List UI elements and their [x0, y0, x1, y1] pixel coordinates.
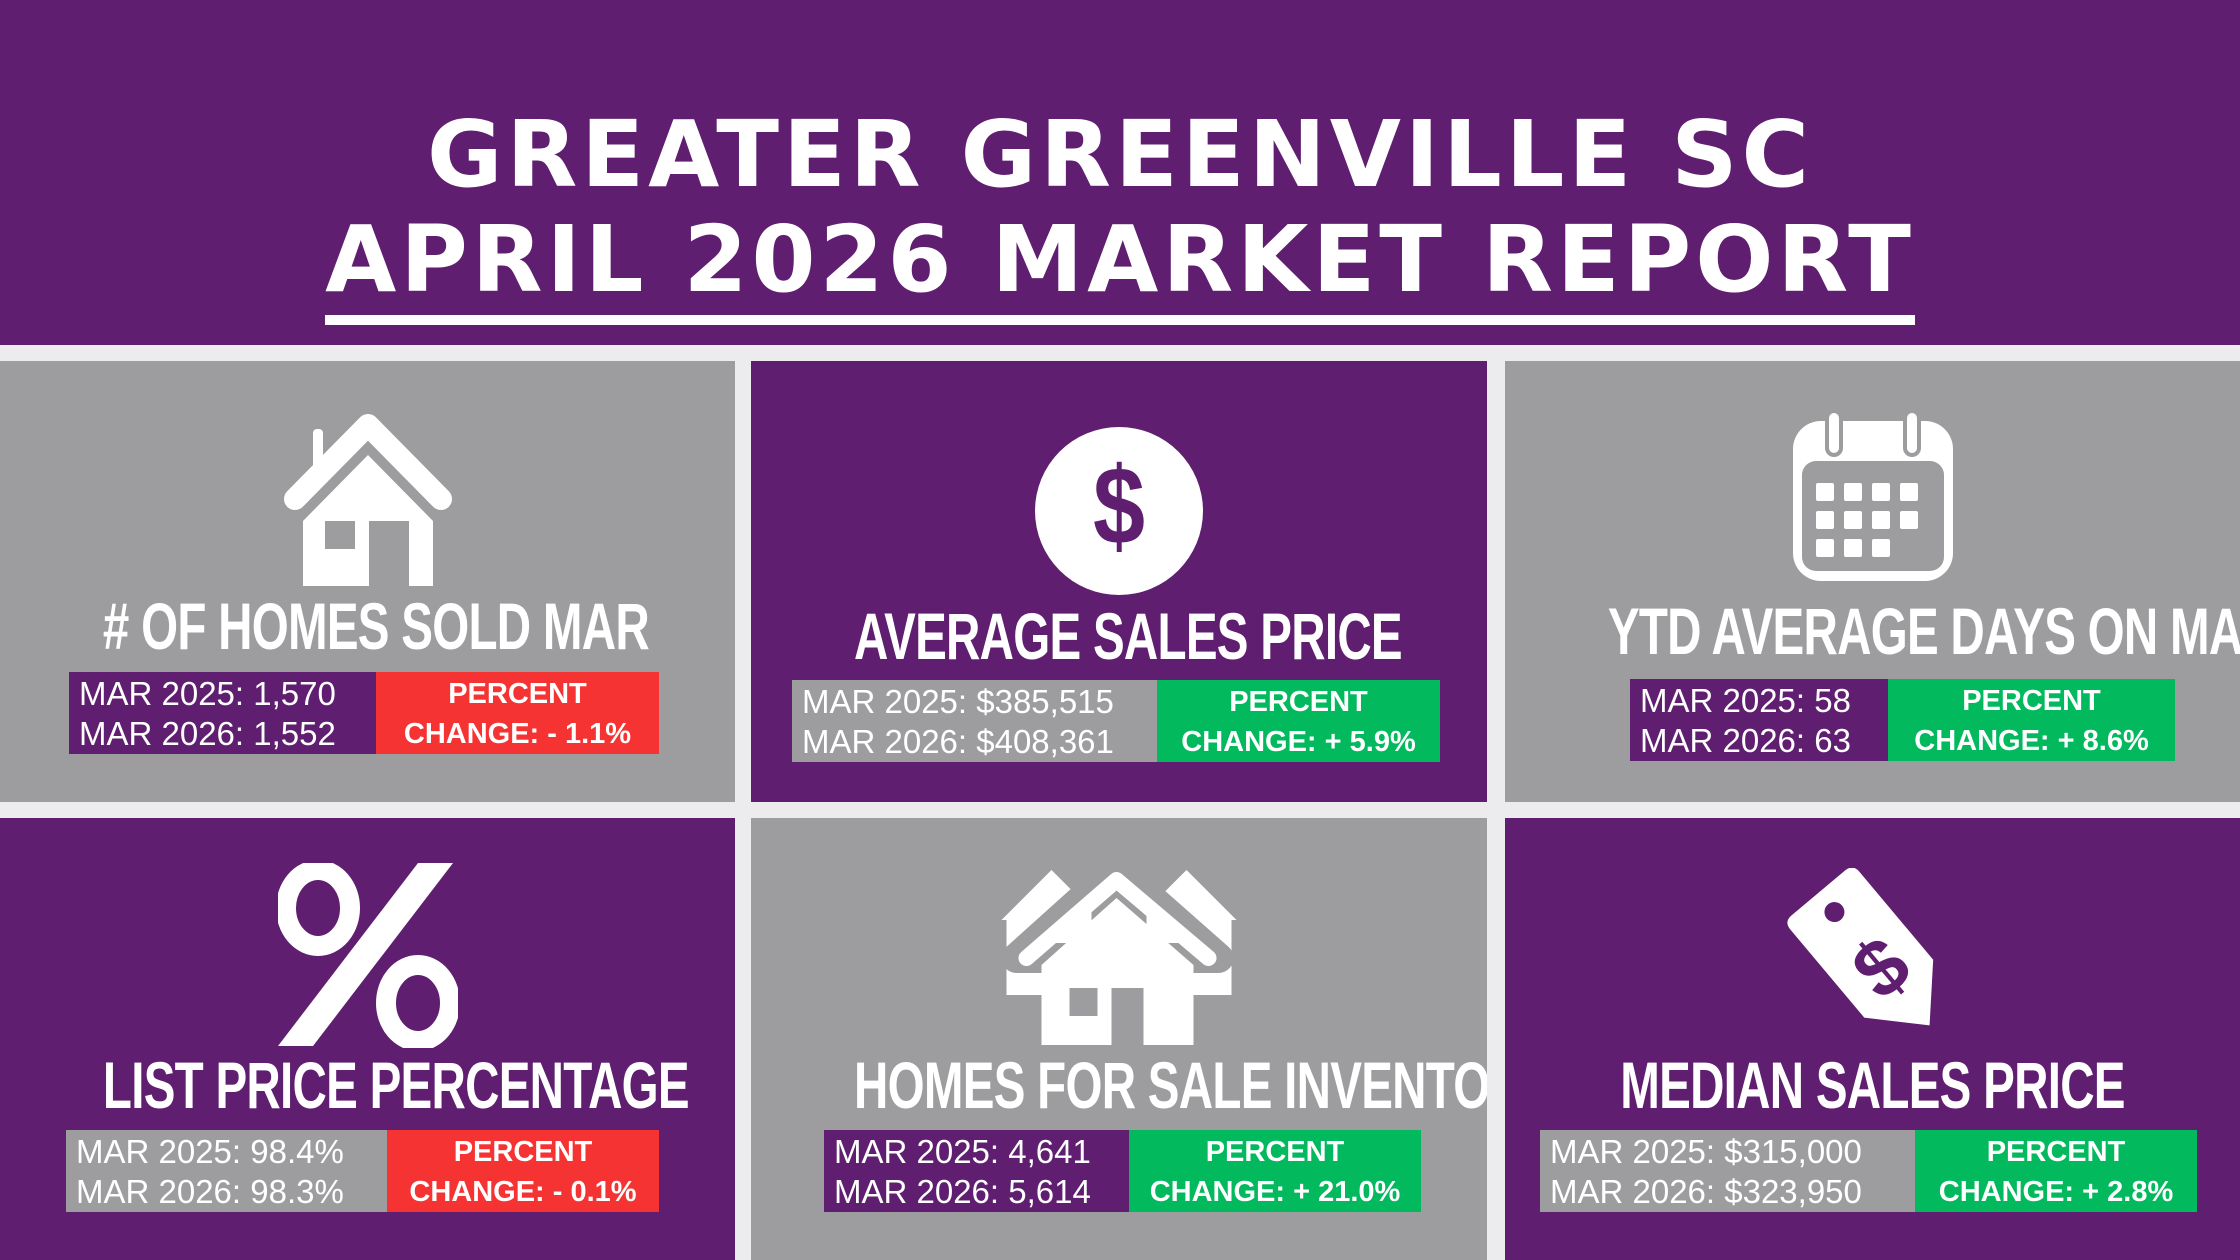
report-title-line1: GREATER GREENVILLE SC — [426, 101, 1814, 208]
stat-box: MAR 2025: 58 MAR 2026: 63 PERCENT CHANGE… — [1630, 679, 2175, 761]
year-values: MAR 2025: $385,515 MAR 2026: $408,361 — [792, 680, 1157, 762]
value-2026: MAR 2026: 5,614 — [834, 1173, 1091, 1210]
percent-label: PERCENT — [1962, 685, 2101, 717]
panel-title: MEDIAN SALES PRICE — [1620, 1048, 2125, 1122]
percent-icon — [277, 863, 458, 1048]
value-2026: MAR 2026: 1,552 — [79, 715, 336, 752]
panel-homes-for-sale-inventory: HOMES FOR SALE INVENTORY MAR 2025: 4,641… — [751, 818, 1487, 1260]
year-values: MAR 2025: $315,000 MAR 2026: $323,950 — [1540, 1130, 1915, 1212]
percent-label: PERCENT — [448, 678, 587, 710]
value-2026: MAR 2026: 63 — [1640, 722, 1851, 759]
percent-change-badge: PERCENT CHANGE: - 0.1% — [387, 1130, 659, 1212]
panel-title: HOMES FOR SALE INVENTORY — [854, 1048, 1487, 1122]
calendar-icon — [1792, 411, 1953, 581]
year-values: MAR 2025: 98.4% MAR 2026: 98.3% — [66, 1130, 387, 1212]
percent-change-value: CHANGE: - 0.1% — [409, 1176, 637, 1208]
year-values: MAR 2025: 58 MAR 2026: 63 — [1630, 679, 1888, 761]
panel-list-price-percentage: LIST PRICE PERCENTAGE MAR 2025: 98.4% MA… — [0, 818, 735, 1260]
report-title-line2-text: APRIL 2026 MARKET REPORT — [325, 206, 1915, 325]
percent-label: PERCENT — [453, 1136, 593, 1168]
price-tag-icon: $ — [1786, 868, 1933, 1026]
houses-icon — [1001, 870, 1237, 1045]
panel-title: LIST PRICE PERCENTAGE — [102, 1048, 690, 1122]
panel-title: # OF HOMES SOLD MAR — [102, 589, 650, 663]
percent-change-value: CHANGE: + 21.0% — [1149, 1176, 1401, 1208]
percent-change-badge: PERCENT CHANGE: + 2.8% — [1915, 1130, 2197, 1212]
year-values: MAR 2025: 1,570 MAR 2026: 1,552 — [69, 672, 376, 754]
percent-change-badge: PERCENT CHANGE: - 1.1% — [376, 672, 659, 754]
stat-box: MAR 2025: 4,641 MAR 2026: 5,614 PERCENT … — [824, 1130, 1421, 1212]
panel-title: AVERAGE SALES PRICE — [854, 599, 1403, 673]
percent-change-value: CHANGE: + 8.6% — [1914, 725, 2149, 757]
svg-text:$: $ — [1093, 445, 1145, 568]
value-2025: MAR 2025: 4,641 — [834, 1133, 1091, 1170]
value-2026: MAR 2026: $323,950 — [1550, 1173, 1862, 1210]
dollar-circle-icon: $ — [1035, 427, 1203, 595]
percent-change-value: CHANGE: + 2.8% — [1938, 1176, 2174, 1208]
panel-title: YTD AVERAGE DAYS ON MARKET — [1607, 594, 2240, 668]
value-2025: MAR 2025: 58 — [1640, 682, 1851, 719]
percent-change-value: CHANGE: - 1.1% — [403, 718, 632, 750]
percent-change-value: CHANGE: + 5.9% — [1181, 726, 1416, 758]
stat-box: MAR 2025: 1,570 MAR 2026: 1,552 PERCENT … — [69, 672, 659, 754]
panel-homes-sold: # OF HOMES SOLD MAR MAR 2025: 1,570 MAR … — [0, 361, 735, 802]
panel-average-sales-price: $ AVERAGE SALES PRICE MAR 2025: $385,515… — [751, 361, 1487, 802]
panel-median-sales-price: $ MEDIAN SALES PRICE MAR 2025: $315,000 … — [1505, 818, 2240, 1260]
value-2025: MAR 2025: $385,515 — [802, 683, 1114, 720]
stat-box: MAR 2025: 98.4% MAR 2026: 98.3% PERCENT … — [66, 1130, 659, 1212]
percent-label: PERCENT — [1986, 1136, 2126, 1168]
percent-change-badge: PERCENT CHANGE: + 8.6% — [1888, 679, 2175, 761]
value-2026: MAR 2026: 98.3% — [76, 1173, 344, 1210]
percent-change-badge: PERCENT CHANGE: + 5.9% — [1157, 680, 1440, 762]
house-icon — [283, 414, 452, 586]
value-2025: MAR 2025: 98.4% — [76, 1133, 344, 1170]
value-2025: MAR 2025: 1,570 — [79, 675, 336, 712]
value-2025: MAR 2025: $315,000 — [1550, 1133, 1862, 1170]
report-title-line2: APRIL 2026 MARKET REPORT — [0, 205, 2240, 325]
value-2026: MAR 2026: $408,361 — [802, 723, 1114, 760]
year-values: MAR 2025: 4,641 MAR 2026: 5,614 — [824, 1130, 1129, 1212]
stat-box: MAR 2025: $315,000 MAR 2026: $323,950 PE… — [1540, 1130, 2197, 1212]
stat-box: MAR 2025: $385,515 MAR 2026: $408,361 PE… — [792, 680, 1440, 762]
percent-label: PERCENT — [1229, 686, 1368, 718]
panel-days-on-market: YTD AVERAGE DAYS ON MARKET MAR 2025: 58 … — [1505, 361, 2240, 802]
header-banner: GREATER GREENVILLE SC APRIL 2026 MARKET … — [0, 0, 2240, 345]
percent-label: PERCENT — [1205, 1136, 1345, 1168]
percent-change-badge: PERCENT CHANGE: + 21.0% — [1129, 1130, 1421, 1212]
